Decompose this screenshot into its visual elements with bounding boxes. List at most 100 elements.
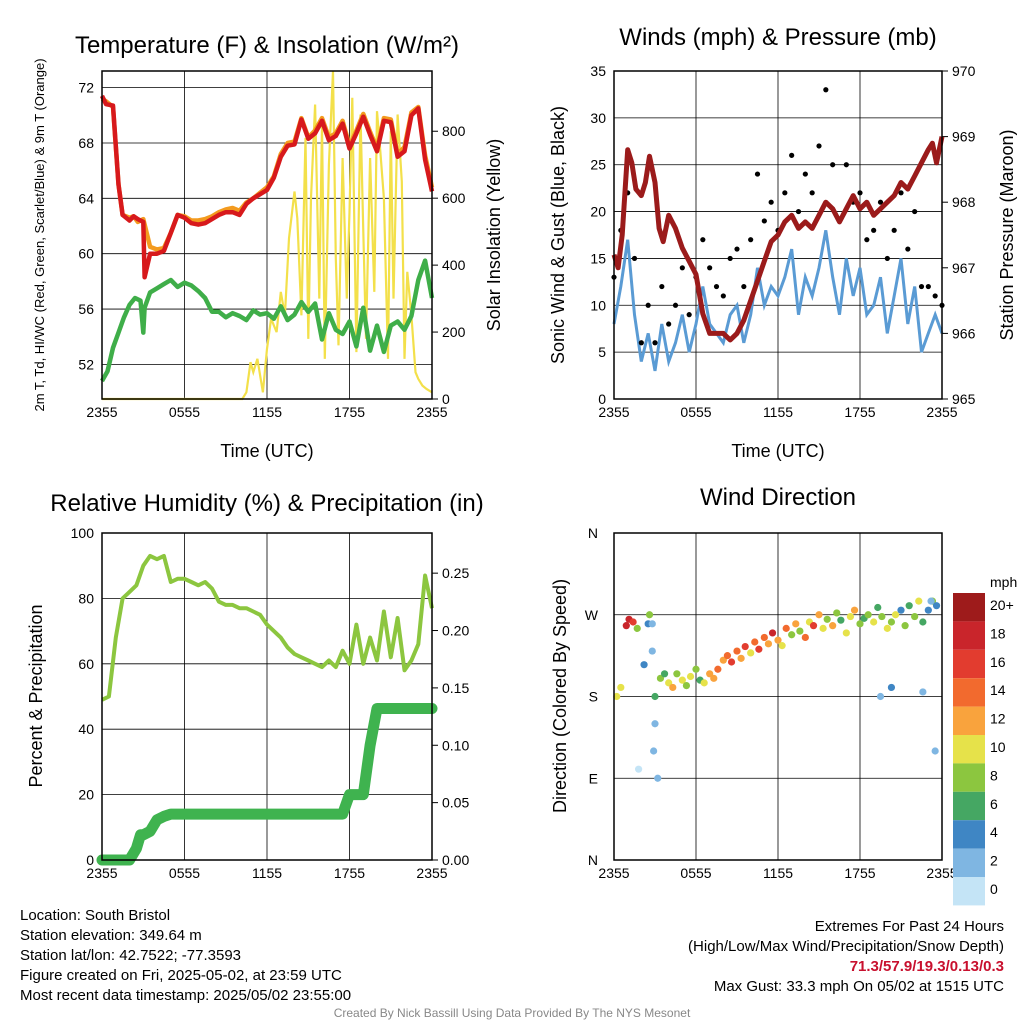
- x-tick-label: 2355: [86, 404, 117, 420]
- y-tick-label: 0: [598, 391, 606, 407]
- direction-label: E: [589, 770, 598, 786]
- gust-point: [666, 321, 672, 327]
- chart-title: Temperature (F) & Insolation (W/m²): [75, 32, 459, 59]
- y-tick-label: 40: [78, 721, 94, 737]
- y-axis-label: Percent & Precipitation: [26, 604, 46, 787]
- gust-point: [843, 162, 849, 168]
- direction-point: [640, 661, 648, 669]
- y-tick-label: 64: [78, 190, 94, 206]
- colorbar-swatch: [953, 735, 985, 764]
- y-tick-label: 60: [78, 246, 94, 262]
- direction-point: [837, 616, 845, 624]
- colorbar-label: 2: [990, 853, 998, 869]
- direction-label: S: [589, 689, 598, 705]
- colorbar-label: 16: [990, 654, 1006, 670]
- y2-tick-label: 967: [952, 260, 976, 276]
- gust-point: [795, 208, 802, 215]
- gust-point: [645, 302, 651, 308]
- gust-point: [659, 283, 665, 290]
- plot-frame: [101, 70, 433, 400]
- x-tick-label: 0555: [169, 865, 200, 881]
- direction-point: [774, 636, 782, 644]
- gust-point: [768, 199, 774, 205]
- direction-point: [648, 647, 656, 655]
- gust-point: [754, 171, 761, 177]
- direction-point: [686, 672, 695, 681]
- max-gust: Max Gust: 33.3 mph On 05/02 at 1515 UTC: [713, 978, 1004, 995]
- direction-point: [842, 629, 850, 637]
- direction-point: [760, 633, 768, 642]
- colorbar-unit: mph: [990, 574, 1017, 590]
- direction-point: [692, 665, 700, 673]
- colorbar-swatch: [953, 649, 985, 679]
- direction-point: [700, 679, 708, 687]
- gust-point: [857, 190, 863, 196]
- direction-point: [932, 602, 941, 610]
- gust-point: [912, 208, 918, 215]
- dewpoint-line: [100, 258, 435, 383]
- gust-point: [713, 283, 720, 290]
- y2-tick-label: 400: [442, 257, 466, 273]
- colorbar-label: 10: [990, 739, 1006, 755]
- direction-point: [651, 720, 659, 728]
- direction-point: [887, 618, 896, 626]
- direction-point: [833, 609, 841, 617]
- colorbar-swatch: [953, 848, 985, 877]
- colorbar-swatch: [953, 706, 985, 735]
- gust-point: [748, 237, 754, 243]
- extremes-values: 71.3/57.9/19.3/0.13/0.3: [849, 958, 1004, 975]
- colorbar-label: 14: [990, 682, 1006, 698]
- direction-point: [905, 602, 913, 610]
- gust-point: [871, 227, 877, 233]
- y-axis-label: Sonic Wind & Gust (Blue, Black): [548, 106, 568, 364]
- y2-tick-label: 0.05: [442, 795, 469, 811]
- direction-point: [613, 692, 621, 701]
- gust-point: [652, 340, 658, 346]
- gust-point: [823, 87, 829, 93]
- y2-tick-label: 969: [952, 129, 976, 145]
- gust-point: [884, 255, 890, 262]
- gust-point: [720, 293, 726, 299]
- direction-point: [901, 622, 909, 630]
- gust-point: [741, 283, 747, 290]
- direction-point: [764, 640, 773, 648]
- direction-point: [897, 606, 905, 614]
- direction-point: [915, 597, 923, 605]
- x-tick-label: 0555: [680, 865, 711, 881]
- plot-frame: [613, 532, 943, 861]
- gust-point: [830, 162, 836, 168]
- direction-point: [891, 611, 900, 619]
- chart-title: Winds (mph) & Pressure (mb): [619, 24, 936, 51]
- panel-2: 2355 0555 1155 1755 235505101520253035965966…: [548, 24, 1017, 461]
- direction-point: [919, 618, 927, 626]
- x-tick-label: 2355: [416, 404, 447, 420]
- gust-point: [877, 199, 884, 205]
- direction-point: [635, 765, 643, 773]
- y2-tick-label: 968: [952, 194, 976, 210]
- panel-3: 2355 0555 1155 1755 23550204060801000.000.05…: [26, 490, 484, 881]
- direction-point: [669, 683, 677, 692]
- y-tick-label: 0: [86, 852, 94, 868]
- direction-point: [874, 603, 882, 612]
- direction-point: [883, 624, 891, 632]
- direction-point: [755, 645, 763, 653]
- direction-point: [651, 692, 659, 701]
- x-tick-label: 2355: [926, 404, 957, 420]
- x-tick-label: 1755: [334, 404, 365, 420]
- direction-label: W: [585, 607, 599, 623]
- y-axis-label: Direction (Colored By Speed): [550, 579, 570, 813]
- direction-point: [654, 774, 662, 782]
- gust-point: [707, 265, 713, 271]
- gust-point: [809, 190, 815, 196]
- direction-point: [751, 638, 759, 646]
- gust-point: [727, 255, 733, 262]
- direction-point: [622, 622, 630, 630]
- gust-point: [686, 312, 692, 318]
- direction-point: [856, 620, 864, 628]
- x-tick-label: 1755: [844, 865, 875, 881]
- direction-point: [887, 683, 896, 692]
- gust-point: [802, 171, 808, 177]
- precipitation-line: [96, 703, 438, 866]
- x-tick-label: 2355: [926, 865, 957, 881]
